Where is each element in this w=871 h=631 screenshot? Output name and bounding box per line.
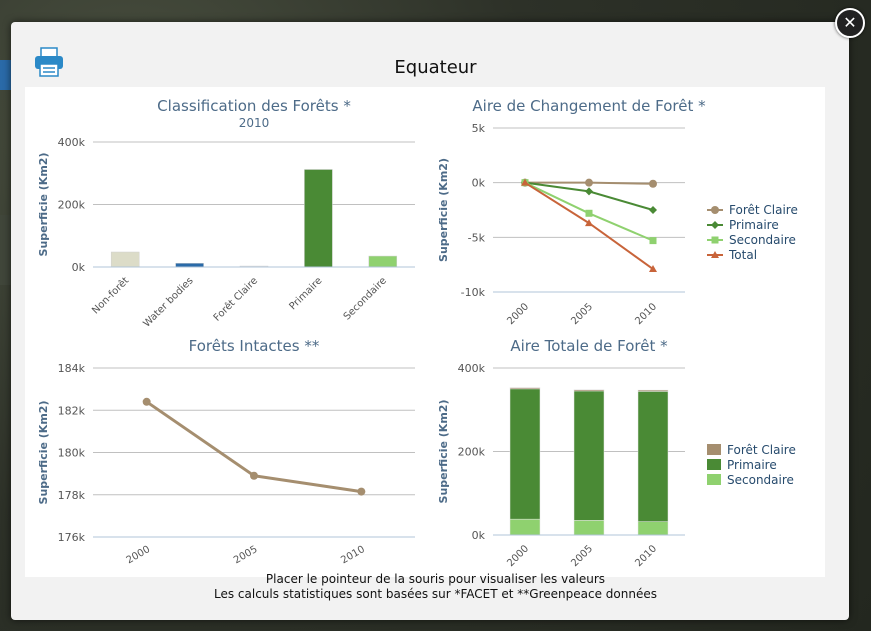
bar bbox=[175, 263, 204, 268]
chart-title: Classification des Forêts * bbox=[157, 97, 351, 115]
close-icon[interactable]: ✕ bbox=[843, 13, 857, 32]
series-line bbox=[524, 181, 654, 211]
y-tick-label: 200k bbox=[58, 199, 86, 212]
charts-panel bbox=[25, 87, 825, 577]
chart-title: Forêts Intactes ** bbox=[189, 337, 320, 355]
y-tick-label: 176k bbox=[58, 531, 86, 544]
y-axis-label: Superficie (Km2) bbox=[437, 158, 450, 262]
legend-label: Primaire bbox=[727, 458, 777, 472]
legend-label: Secondaire bbox=[729, 233, 796, 247]
bar-segment bbox=[637, 391, 669, 522]
legend-label: Total bbox=[728, 248, 757, 262]
legend-swatch bbox=[707, 444, 721, 455]
point bbox=[711, 236, 719, 244]
modal-title: Equateur bbox=[394, 57, 477, 78]
point bbox=[649, 265, 657, 273]
x-tick-label: 2005 bbox=[569, 301, 595, 327]
bar-segment bbox=[573, 389, 605, 392]
x-tick-label: 2010 bbox=[339, 544, 367, 566]
bar-segment bbox=[573, 520, 605, 536]
y-tick-label: 182k bbox=[58, 404, 86, 417]
legend-label: Forêt Claire bbox=[727, 443, 796, 457]
point bbox=[711, 206, 719, 214]
y-tick-label: 400k bbox=[458, 362, 486, 375]
chart-classification: Classification des Forêts *2010 Superfici… bbox=[37, 97, 415, 330]
footer-hint: Placer le pointeur de la souris pour vis… bbox=[265, 572, 606, 586]
point bbox=[649, 179, 657, 188]
bar bbox=[110, 251, 140, 268]
legend-swatch bbox=[707, 474, 721, 485]
chart-title: Aire Totale de Forêt * bbox=[510, 337, 668, 355]
printer-icon[interactable] bbox=[33, 46, 65, 78]
x-tick-label: Forêt Claire bbox=[211, 275, 260, 324]
legend-swatch bbox=[707, 459, 721, 470]
y-tick-label: 0k bbox=[472, 529, 486, 542]
point bbox=[585, 187, 593, 196]
chart-total: Aire Totale de Forêt * Superficie (Km2) 40… bbox=[437, 337, 796, 569]
y-tick-label: 184k bbox=[58, 362, 86, 375]
legend-label: Primaire bbox=[729, 218, 779, 232]
x-tick-label: Primaire bbox=[287, 275, 324, 312]
y-axis-label: Superficie (Km2) bbox=[37, 153, 50, 257]
point bbox=[357, 487, 366, 496]
close-button[interactable]: ✕ bbox=[835, 8, 865, 38]
bar-segment bbox=[573, 390, 605, 521]
background-sidebar-fragment bbox=[0, 215, 12, 285]
bar-segment bbox=[637, 521, 669, 536]
x-tick-label: 2000 bbox=[505, 543, 531, 569]
y-tick-label: 180k bbox=[58, 447, 86, 460]
y-tick-label: 0k bbox=[472, 177, 486, 190]
y-tick-label: 0k bbox=[72, 261, 86, 274]
y-axis-label: Superficie (Km2) bbox=[437, 400, 450, 504]
x-tick-label: 2005 bbox=[569, 543, 595, 569]
background-sidebar-fragment bbox=[0, 60, 12, 90]
y-tick-label: 178k bbox=[58, 489, 86, 502]
chart-change: Aire de Changement de Forêt * Superficie … bbox=[437, 97, 798, 327]
point bbox=[585, 209, 593, 217]
point bbox=[649, 206, 657, 214]
x-tick-label: 2010 bbox=[633, 543, 659, 569]
x-tick-label: Water bodies bbox=[141, 275, 195, 329]
chart-title: Aire de Changement de Forêt * bbox=[472, 97, 706, 115]
point bbox=[711, 251, 719, 258]
point bbox=[649, 237, 657, 245]
point bbox=[250, 471, 258, 480]
point bbox=[585, 219, 593, 227]
bar-segment bbox=[509, 387, 541, 390]
x-tick-label: Non-forêt bbox=[89, 275, 131, 317]
point bbox=[521, 178, 529, 186]
x-tick-label: 2000 bbox=[505, 301, 531, 327]
bar-segment bbox=[509, 518, 541, 536]
y-tick-label: -5k bbox=[468, 231, 486, 244]
point bbox=[585, 178, 593, 187]
y-tick-label: -10k bbox=[461, 286, 486, 299]
x-tick-label: Secondaire bbox=[342, 275, 389, 322]
bar-segment bbox=[509, 388, 541, 520]
legend-label: Secondaire bbox=[727, 473, 794, 487]
y-axis-label: Superficie (Km2) bbox=[37, 401, 50, 505]
x-tick-label: 2010 bbox=[633, 301, 659, 327]
bar-segment bbox=[637, 389, 669, 392]
footer-source: Les calculs statistiques sont basées sur… bbox=[214, 587, 657, 601]
chart-subtitle: 2010 bbox=[239, 116, 270, 130]
y-tick-label: 400k bbox=[58, 136, 86, 149]
chart-intact: Forêts Intactes ** Superficie (Km2) 184k 18… bbox=[37, 337, 415, 566]
x-tick-label: 2005 bbox=[232, 544, 260, 566]
bar bbox=[368, 255, 398, 268]
y-tick-label: 200k bbox=[458, 446, 486, 459]
point bbox=[711, 221, 719, 229]
y-tick-label: 5k bbox=[472, 122, 486, 135]
bar bbox=[304, 169, 333, 268]
x-tick-label: 2000 bbox=[125, 544, 153, 566]
legend-label: Forêt Claire bbox=[729, 203, 798, 217]
point bbox=[142, 397, 151, 406]
